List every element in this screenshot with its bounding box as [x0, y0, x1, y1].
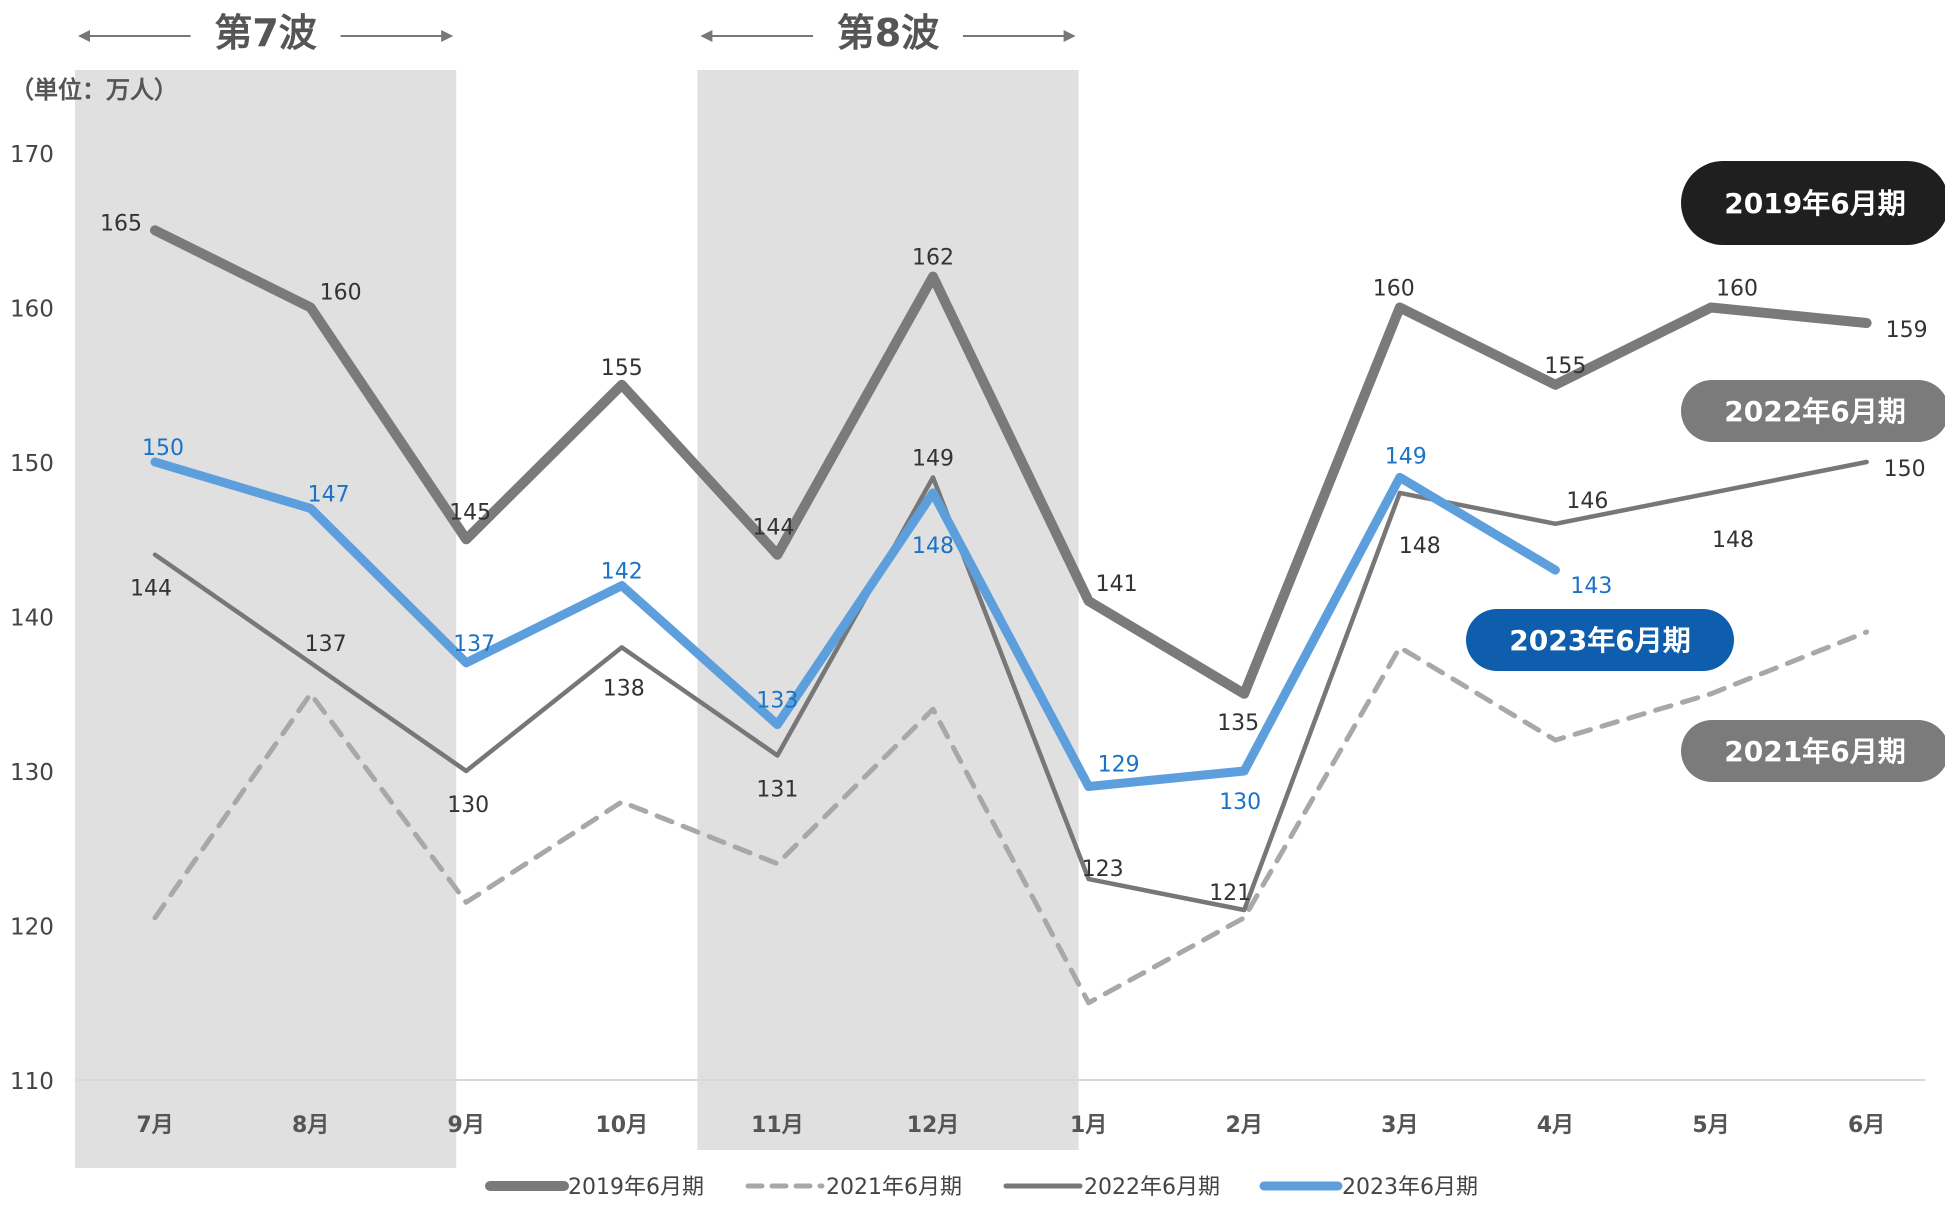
- y-tick-label: 120: [10, 915, 54, 941]
- x-tick-label: 8月: [292, 1113, 329, 1138]
- data-label: 137: [305, 632, 347, 657]
- data-label: 150: [142, 436, 184, 461]
- x-tick-label: 5月: [1692, 1113, 1729, 1138]
- data-label: 160: [1716, 277, 1758, 302]
- wave-band: [697, 70, 1078, 1150]
- data-label: 165: [100, 211, 142, 236]
- series-tag-label: 2023年6月期: [1509, 624, 1690, 657]
- data-label: 123: [1082, 857, 1124, 882]
- legend-label: 2023年6月期: [1342, 1175, 1478, 1200]
- data-label: 160: [320, 281, 362, 306]
- data-label: 121: [1209, 881, 1251, 906]
- data-label: 146: [1566, 489, 1608, 514]
- data-label: 144: [752, 516, 794, 541]
- legend-label: 2022年6月期: [1084, 1175, 1220, 1200]
- data-label: 130: [447, 793, 489, 818]
- data-label: 148: [1712, 528, 1754, 553]
- x-tick-label: 6月: [1848, 1113, 1885, 1138]
- data-label: 141: [1096, 572, 1138, 597]
- y-tick-label: 150: [10, 451, 54, 477]
- data-label: 129: [1098, 752, 1140, 777]
- wave-arrowhead-right: [1064, 30, 1076, 42]
- data-label: 149: [1385, 444, 1427, 469]
- data-label: 144: [130, 577, 172, 602]
- y-tick-label: 130: [10, 760, 54, 786]
- x-tick-label: 1月: [1070, 1113, 1107, 1138]
- y-tick-label: 170: [10, 142, 54, 168]
- data-label: 148: [912, 534, 954, 559]
- y-tick-label: 160: [10, 297, 54, 323]
- data-label: 150: [1884, 457, 1926, 482]
- x-tick-label: 9月: [448, 1113, 485, 1138]
- data-label: 142: [601, 560, 643, 585]
- data-label: 160: [1373, 277, 1415, 302]
- x-tick-label: 11月: [751, 1113, 804, 1138]
- title-mask: [75, 0, 345, 70]
- x-tick-label: 12月: [907, 1113, 960, 1138]
- wave-label: 第8波: [837, 11, 939, 55]
- data-label: 162: [912, 246, 954, 271]
- data-label: 133: [756, 689, 798, 714]
- x-tick-label: 7月: [136, 1113, 173, 1138]
- data-label: 135: [1217, 711, 1259, 736]
- series-tag-label: 2022年6月期: [1724, 395, 1905, 428]
- wave-arrowhead-left: [700, 30, 712, 42]
- unit-label: （単位：万人）: [10, 76, 178, 104]
- data-label: 131: [756, 778, 798, 803]
- data-label: 137: [453, 632, 495, 657]
- series-tag-label: 2019年6月期: [1724, 187, 1905, 220]
- data-label: 159: [1886, 318, 1928, 343]
- data-label: 130: [1219, 790, 1261, 815]
- data-label: 148: [1399, 534, 1441, 559]
- series-tag-label: 2021年6月期: [1724, 735, 1905, 768]
- data-label: 145: [449, 500, 491, 525]
- y-tick-label: 110: [10, 1069, 54, 1095]
- x-tick-label: 4月: [1537, 1113, 1574, 1138]
- data-label: 149: [912, 446, 954, 471]
- data-label: 147: [308, 482, 350, 507]
- x-tick-label: 10月: [595, 1113, 648, 1138]
- data-label: 155: [601, 356, 643, 381]
- x-tick-label: 3月: [1381, 1113, 1418, 1138]
- wave-arrowhead-right: [441, 30, 453, 42]
- data-label: 138: [603, 676, 645, 701]
- data-label: 143: [1570, 574, 1612, 599]
- legend-label: 2019年6月期: [568, 1175, 704, 1200]
- y-tick-label: 140: [10, 606, 54, 632]
- x-tick-label: 2月: [1226, 1113, 1263, 1138]
- legend-label: 2021年6月期: [826, 1175, 962, 1200]
- data-label: 155: [1544, 354, 1586, 379]
